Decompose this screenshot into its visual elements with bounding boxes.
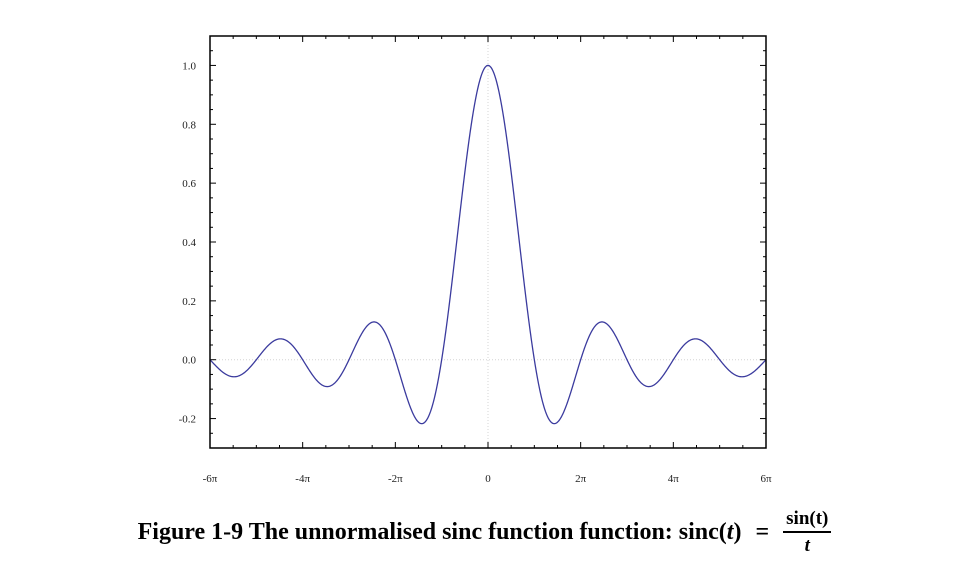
caption-close: ) (733, 518, 742, 545)
sinc-curve (209, 64, 767, 425)
caption-denominator: t (804, 534, 810, 556)
caption-fraction: sin(t) t (783, 508, 832, 556)
caption-text: Figure 1-9 The unnormalised sinc functio… (137, 518, 727, 545)
x-tick-label: 0 (485, 473, 491, 485)
axis-ticks (209, 35, 767, 449)
axis-tick-labels: -0.2 0.0 0.2 0.4 0.6 0.8 1.0 -6π -4π -2π 0 2π 4π 6π (179, 60, 772, 485)
caption-numerator: sin(t) (783, 508, 832, 533)
y-tick-label: 0.4 (182, 237, 196, 249)
caption-variable: t (726, 518, 734, 545)
x-tick-label: -2π (388, 473, 403, 485)
caption-equals: = (755, 518, 770, 545)
x-tick-label: 6π (760, 473, 772, 485)
x-tick-label: 4π (668, 473, 680, 485)
y-tick-label: 0.2 (182, 296, 196, 308)
x-tick-label: -6π (203, 473, 218, 485)
y-tick-label: -0.2 (179, 414, 196, 426)
y-tick-label: 0.6 (182, 178, 196, 190)
y-tick-label: 0.0 (182, 355, 196, 367)
figure-caption: Figure 1-9 The unnormalised sinc functio… (0, 500, 969, 564)
sinc-chart: -0.2 0.0 0.2 0.4 0.6 0.8 1.0 -6π -4π -2π 0 2π 4π 6π (179, 35, 772, 485)
plot-frame (209, 35, 767, 449)
x-tick-label: 2π (575, 473, 587, 485)
x-tick-label: -4π (295, 473, 310, 485)
y-tick-label: 1.0 (182, 60, 196, 72)
y-tick-label: 0.8 (182, 119, 196, 131)
